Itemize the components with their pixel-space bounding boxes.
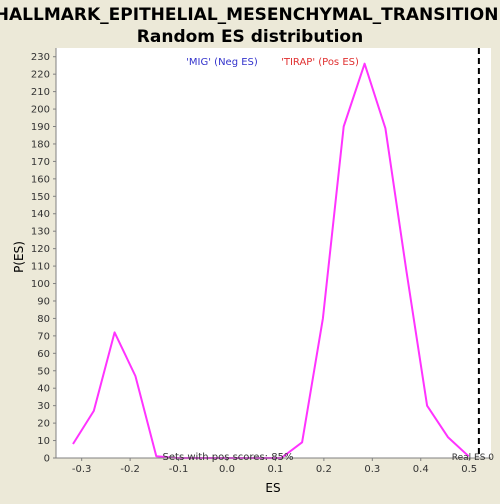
plot-area xyxy=(56,48,491,458)
y-tick-label: 140 xyxy=(31,209,50,220)
x-axis-ticks: -0.3 -0.2 -0.1 0.0 0.1 0.2 0.3 0.4 0.5 xyxy=(72,458,477,475)
y-axis-ticks: 0 10 20 30 40 50 60 70 80 90 100 110 120 130 140 150 160… xyxy=(31,52,56,465)
y-tick-label: 230 xyxy=(31,52,50,63)
y-tick-label: 80 xyxy=(37,314,50,325)
pos-es-label: 'TIRAP' (Pos ES) xyxy=(281,57,359,68)
y-tick-label: 0 xyxy=(44,454,50,465)
neg-es-label: 'MIG' (Neg ES) xyxy=(186,57,258,68)
x-tick-label: 0.0 xyxy=(219,464,235,475)
x-axis-label: ES xyxy=(265,481,280,495)
y-tick-label: 210 xyxy=(31,87,50,98)
y-tick-label: 20 xyxy=(37,419,50,430)
x-tick-label: 0.3 xyxy=(364,464,380,475)
y-tick-label: 10 xyxy=(37,436,50,447)
y-tick-label: 160 xyxy=(31,174,50,185)
y-tick-label: 130 xyxy=(31,227,50,238)
x-tick-label: -0.3 xyxy=(72,464,92,475)
y-tick-label: 200 xyxy=(31,105,50,116)
real-es-text: Real ES 0 xyxy=(452,453,495,463)
x-tick-label: 0.1 xyxy=(267,464,283,475)
y-tick-label: 90 xyxy=(37,296,50,307)
y-tick-label: 70 xyxy=(37,331,50,342)
y-tick-label: 60 xyxy=(37,349,50,360)
y-tick-label: 190 xyxy=(31,122,50,133)
x-tick-label: -0.1 xyxy=(169,464,189,475)
chart-title-line1: HALLMARK_EPITHELIAL_MESENCHYMAL_TRANSITI… xyxy=(0,5,500,25)
y-tick-label: 30 xyxy=(37,401,50,412)
sets-pos-scores-text: Sets with pos scores: 85% xyxy=(163,452,294,463)
x-tick-label: 0.4 xyxy=(413,464,429,475)
y-tick-label: 100 xyxy=(31,279,50,290)
y-tick-label: 170 xyxy=(31,157,50,168)
chart-title-line2: Random ES distribution xyxy=(137,27,363,47)
y-tick-label: 110 xyxy=(31,262,50,273)
x-tick-label: -0.2 xyxy=(120,464,140,475)
x-tick-label: 0.2 xyxy=(316,464,332,475)
y-tick-label: 120 xyxy=(31,244,50,255)
y-axis-label: P(ES) xyxy=(12,241,26,273)
y-tick-label: 150 xyxy=(31,192,50,203)
x-tick-label: 0.5 xyxy=(461,464,477,475)
y-tick-label: 40 xyxy=(37,384,50,395)
y-tick-label: 180 xyxy=(31,139,50,150)
y-tick-label: 50 xyxy=(37,366,50,377)
y-tick-label: 220 xyxy=(31,70,50,81)
